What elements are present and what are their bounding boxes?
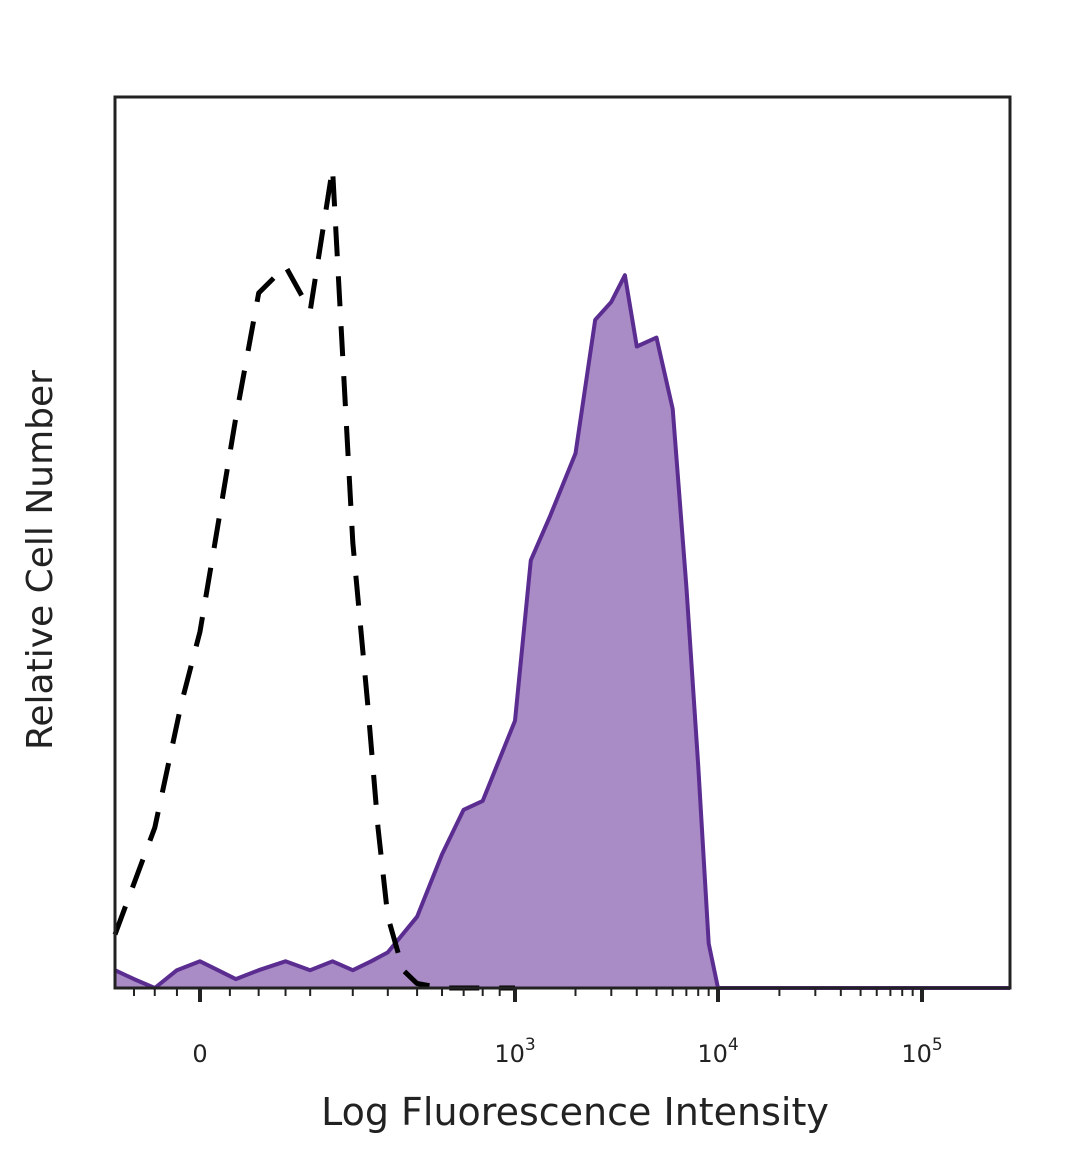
series-line-solid	[114, 273, 1010, 990]
x-tick-label: 0	[192, 1040, 207, 1068]
plot-frame	[113, 95, 1012, 990]
x-tick-label: 105	[901, 1035, 942, 1068]
series-area-fill	[115, 275, 1010, 988]
plot-area	[112, 95, 1012, 991]
x-axis-title: Log Fluorescence Intensity	[321, 1090, 829, 1134]
x-axis-ticks	[133, 988, 924, 1002]
x-tick-label: 104	[697, 1035, 738, 1068]
y-axis-title: Relative Cell Number	[20, 370, 61, 750]
x-axis-tick-labels: 0 103 104 105	[192, 1035, 942, 1068]
x-tick-label: 103	[494, 1035, 535, 1068]
